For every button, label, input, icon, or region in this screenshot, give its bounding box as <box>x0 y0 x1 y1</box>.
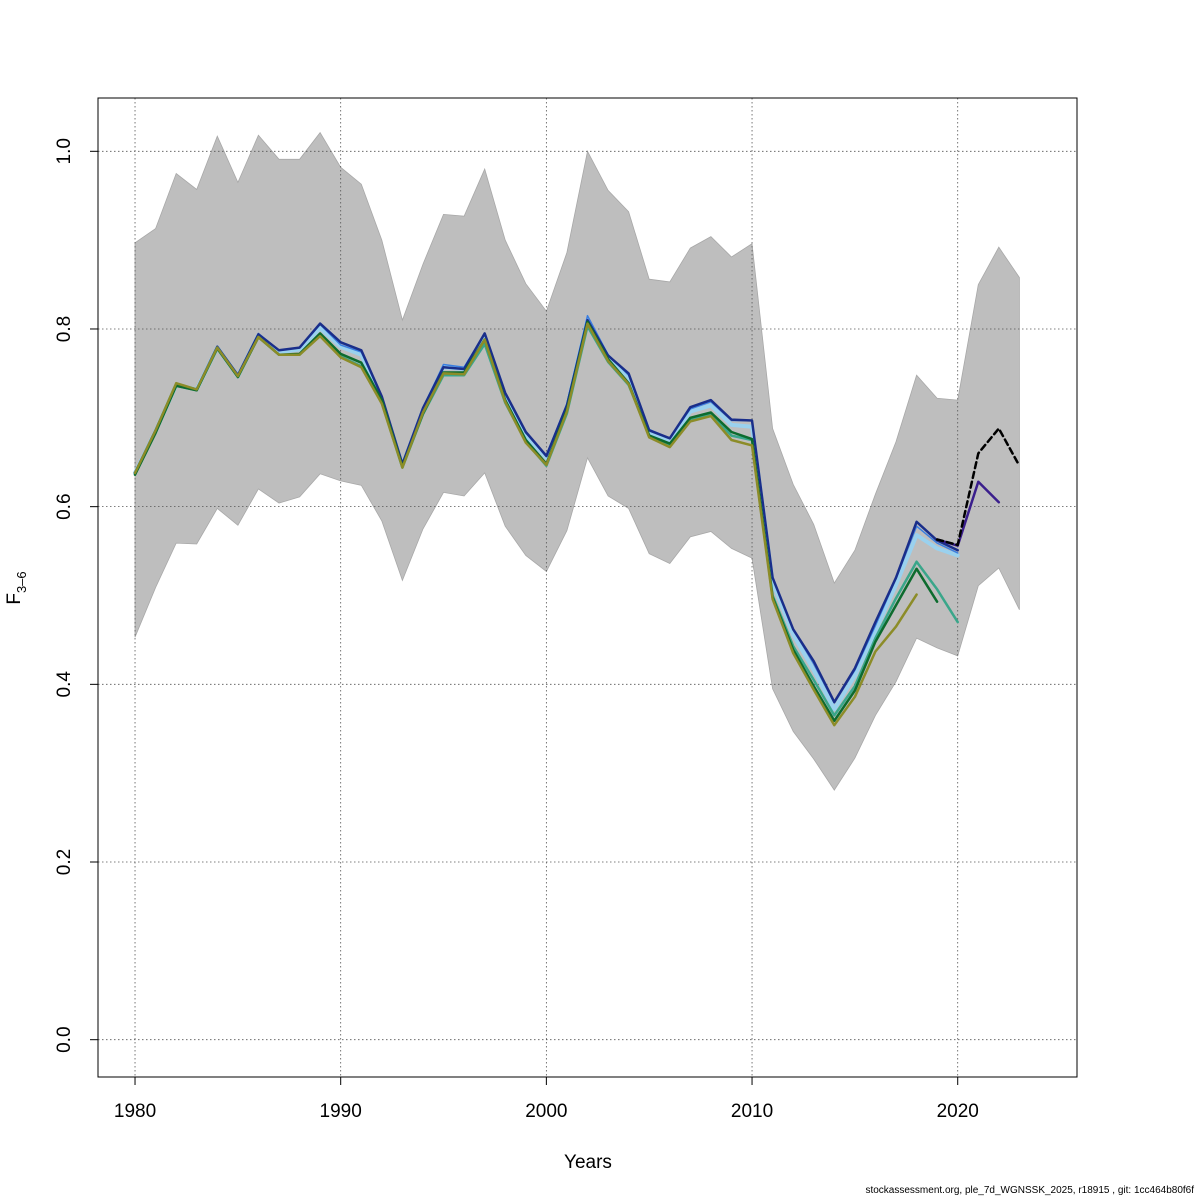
x-axis-label: Years <box>564 1152 612 1173</box>
y-axis-label: F3–6 <box>4 571 29 604</box>
series-line-7 <box>133 322 918 727</box>
x-tick-label: 2020 <box>937 1101 979 1122</box>
x-tick-label: 1990 <box>320 1101 362 1122</box>
axis-layer: 1980 1990 2000 2010 2020 0.0 0.2 0.4 0.6 0.8 1.0 <box>54 138 979 1122</box>
series-layer <box>133 314 1021 727</box>
y-tick-label: 0.8 <box>54 316 75 342</box>
x-tick-label: 2000 <box>525 1101 567 1122</box>
x-tick-label: 1980 <box>114 1101 156 1122</box>
y-tick-label: 0.2 <box>54 849 75 875</box>
confidence-band <box>134 131 1020 791</box>
y-axis-label-subscript: 3–6 <box>14 571 29 593</box>
y-tick-label: 0.0 <box>54 1026 75 1052</box>
series-line-8 <box>935 427 1021 547</box>
footer-credit: stockassessment.org, ple_7d_WGNSSK_2025,… <box>865 1185 1194 1196</box>
y-axis-label-main: F <box>4 593 25 605</box>
y-tick-label: 0.4 <box>54 671 75 698</box>
y-tick-label: 1.0 <box>54 138 75 164</box>
x-tick-label: 2010 <box>731 1101 773 1122</box>
confidence-band-layer <box>134 131 1020 791</box>
series-line-3 <box>133 318 959 704</box>
y-tick-label: 0.6 <box>54 493 75 519</box>
svg-text:F3–6: F3–6 <box>4 571 29 604</box>
